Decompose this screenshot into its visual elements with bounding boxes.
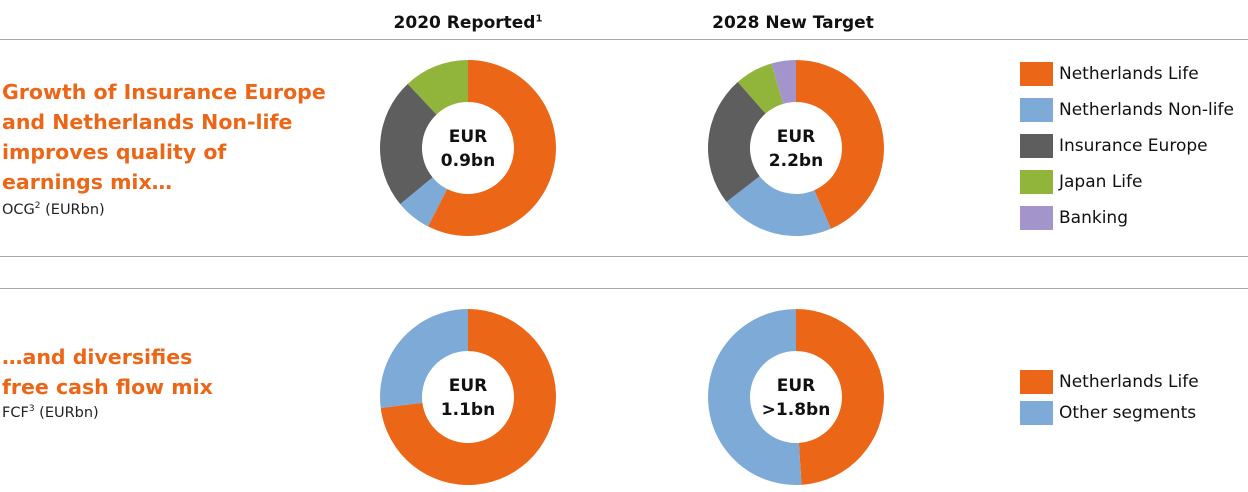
ocg-title-line-2: and Netherlands Non-life: [2, 110, 293, 134]
donut-ocg-2020-slice-insurance-europe: [380, 83, 437, 205]
legend-swatch-netherlands-non-life: [1020, 98, 1053, 122]
column-header-2028: 2028 New Target: [663, 13, 923, 33]
fcf-subtitle-unit: (EURbn): [34, 404, 99, 421]
legend-item-insurance-europe: Insurance Europe: [1020, 128, 1234, 164]
legend-item-japan-life: Japan Life: [1020, 164, 1234, 200]
legend-item-netherlands-life-fcf: Netherlands Life: [1020, 366, 1199, 397]
fcf-subtitle-footnote: 3: [28, 404, 35, 414]
legend-swatch-japan-life: [1020, 170, 1053, 194]
fcf-title-line-1: …and diversifies: [2, 345, 193, 369]
donut-ocg-2028-center-label-2: 2.2bn: [769, 151, 823, 171]
donut-ocg-2028-slice-netherlands-non-life: [726, 176, 831, 237]
donut-ocg-2028-slice-insurance-europe: [708, 81, 766, 202]
donut-ocg-2020-slice-netherlands-non-life: [400, 177, 448, 227]
donut-fcf-2028-center-label-1: EUR: [777, 376, 816, 396]
donut-ocg-2020-center-label-1: EUR: [449, 127, 488, 147]
ocg-subtitle-unit: (EURbn): [40, 201, 105, 218]
legend-swatch-insurance-europe: [1020, 134, 1053, 158]
legend-label-other-segments: Other segments: [1059, 402, 1197, 423]
middle-divider-upper: [0, 256, 1248, 257]
ocg-subtitle: OCG2 (EURbn): [2, 201, 105, 218]
donut-ocg-2028-center-label-1: EUR: [777, 127, 816, 147]
donut-fcf-2020-center-label-1: EUR: [449, 376, 488, 396]
column-header-2020-text: 2020 Reported: [393, 13, 536, 33]
ocg-subtitle-text: OCG: [2, 201, 35, 218]
legend-item-other-segments: Other segments: [1020, 397, 1199, 428]
legend-item-banking: Banking: [1020, 200, 1234, 236]
donut-fcf-2020-slice-other-segments: [380, 309, 468, 409]
ocg-title-line-4: earnings mix…: [2, 170, 173, 194]
legend-swatch-netherlands-life: [1020, 62, 1053, 86]
top-divider: [0, 39, 1248, 40]
donut-fcf-2028-slice-netherlands-life: [796, 309, 884, 485]
fcf-section-title: …and diversifies free cash flow mix: [2, 342, 213, 402]
donut-ocg-2028-slice-netherlands-life: [796, 60, 885, 229]
column-header-2028-text: 2028 New Target: [712, 13, 874, 33]
legend-item-netherlands-life: Netherlands Life: [1020, 56, 1234, 92]
legend-label-netherlands-non-life: Netherlands Non-life: [1059, 100, 1234, 120]
donut-ocg-2028-slice-japan-life: [737, 63, 784, 114]
donut-ocg-2020-slice-netherlands-life: [428, 60, 557, 236]
legend-label-banking: Banking: [1059, 208, 1128, 228]
column-header-2020-footnote: 1: [535, 13, 543, 25]
legend-label-insurance-europe: Insurance Europe: [1059, 136, 1208, 156]
legend-item-netherlands-non-life: Netherlands Non-life: [1020, 92, 1234, 128]
fcf-title-line-2: free cash flow mix: [2, 375, 213, 399]
fcf-subtitle-text: FCF: [2, 404, 29, 421]
legend-swatch-banking: [1020, 206, 1053, 230]
ocg-title-line-3: improves quality of: [2, 140, 227, 164]
donut-ocg-2028-slice-banking: [771, 60, 796, 104]
donut-fcf-2020-slice-netherlands-life: [380, 309, 556, 486]
legend-swatch-other-segments: [1020, 400, 1053, 425]
fcf-subtitle: FCF3 (EURbn): [2, 404, 99, 421]
donut-fcf-2028-slice-other-segments: [707, 309, 802, 485]
ocg-legend: Netherlands Life Netherlands Non-life In…: [1020, 56, 1234, 236]
legend-label-japan-life: Japan Life: [1059, 172, 1143, 192]
legend-label-netherlands-life: Netherlands Life: [1059, 64, 1199, 84]
middle-divider-lower: [0, 288, 1248, 289]
donut-fcf-2028-center-label-2: >1.8bn: [762, 400, 831, 420]
legend-swatch-netherlands-life-fcf: [1020, 369, 1053, 394]
fcf-legend: Netherlands Life Other segments: [1020, 366, 1199, 428]
ocg-title-line-1: Growth of Insurance Europe: [2, 80, 326, 104]
donut-ocg-2020-slice-japan-life: [407, 60, 468, 115]
column-header-2020: 2020 Reported1: [338, 13, 598, 33]
ocg-section-title: Growth of Insurance Europe and Netherlan…: [2, 77, 326, 197]
donut-fcf-2020-center-label-2: 1.1bn: [441, 400, 495, 420]
legend-label-netherlands-life-fcf: Netherlands Life: [1059, 371, 1199, 392]
donut-ocg-2020-center-label-2: 0.9bn: [441, 151, 495, 171]
ocg-subtitle-footnote: 2: [34, 201, 41, 211]
